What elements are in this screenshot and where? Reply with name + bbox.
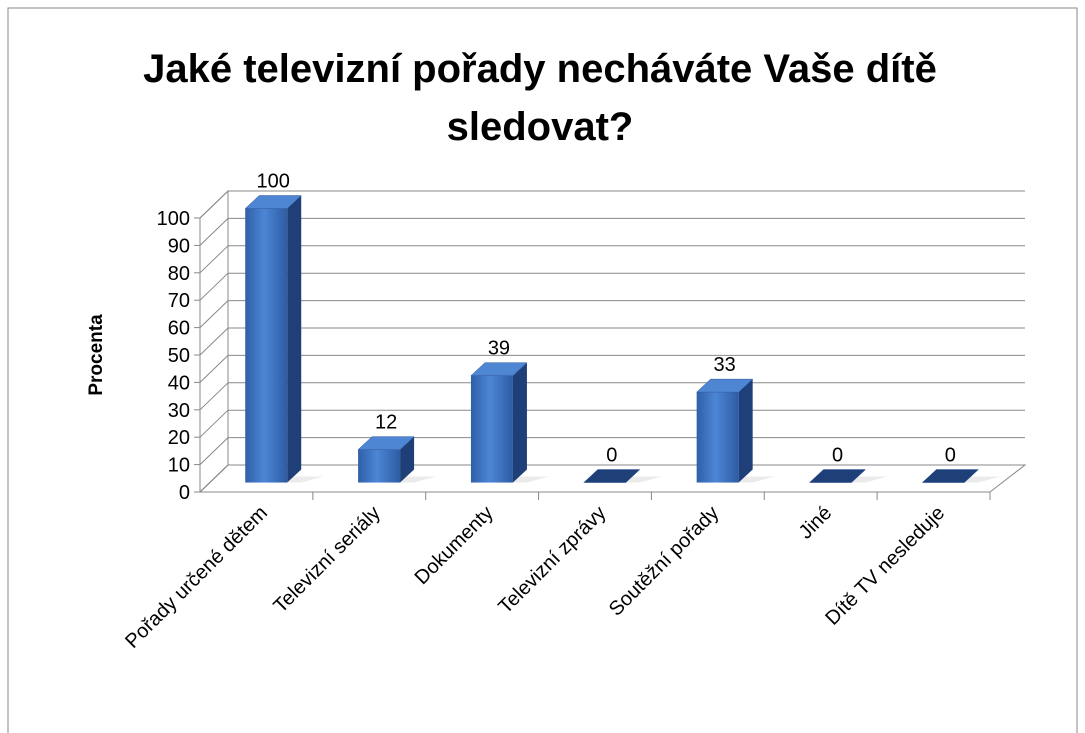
x-tick-label: Televizní seriály xyxy=(269,502,384,617)
chart-title: Jaké televizní pořady necháváte Vaše dít… xyxy=(143,47,937,149)
bar-side xyxy=(287,195,302,483)
data-label: 100 xyxy=(257,171,290,193)
data-label: 0 xyxy=(945,445,956,467)
y-tick-label: 80 xyxy=(168,263,190,285)
bar xyxy=(245,208,288,483)
data-label: 33 xyxy=(714,354,736,376)
bar-top xyxy=(357,436,415,450)
data-label: 39 xyxy=(488,338,510,360)
bar-side xyxy=(738,379,753,483)
y-tick-label: 40 xyxy=(168,372,190,394)
frame xyxy=(7,7,1078,733)
bar-top xyxy=(583,469,641,483)
bar-top xyxy=(696,378,754,393)
y-tick-label: 30 xyxy=(168,400,190,422)
bar-side xyxy=(400,436,415,483)
x-tick-label: Televizní zprávy xyxy=(494,502,610,618)
grid-line xyxy=(199,245,229,274)
grid-line xyxy=(199,327,229,356)
bar-top xyxy=(808,469,867,483)
bar-top xyxy=(470,362,528,376)
y-tick-label: 60 xyxy=(168,318,190,340)
x-tick-label: Dokumenty xyxy=(411,502,498,589)
y-tick-label: 100 xyxy=(157,208,190,230)
bar xyxy=(696,392,739,483)
grid-line xyxy=(199,355,229,383)
data-label: 12 xyxy=(375,412,397,434)
y-tick-label: 0 xyxy=(179,482,190,504)
grid-line xyxy=(199,437,229,465)
grid-line xyxy=(199,272,229,301)
data-label: 0 xyxy=(606,445,617,467)
grid-line xyxy=(199,218,229,246)
bar xyxy=(470,375,513,483)
bar-top xyxy=(921,469,980,483)
grid-line xyxy=(199,190,229,219)
bar-side xyxy=(512,362,527,483)
bar xyxy=(358,449,401,483)
x-tick-label: Pořady určené dětem xyxy=(121,502,272,653)
y-tick-label: 70 xyxy=(168,290,190,312)
grid-line xyxy=(199,382,229,411)
x-tick-label: Soutěžní pořady xyxy=(605,502,724,621)
data-label: 0 xyxy=(832,445,843,467)
grid-line xyxy=(199,464,229,493)
grid-line xyxy=(199,409,229,438)
y-tick-label: 50 xyxy=(168,345,190,367)
y-tick-label: 90 xyxy=(168,235,190,257)
y-axis-label: Procenta xyxy=(86,314,107,396)
grid-line xyxy=(199,300,229,328)
bar-top xyxy=(244,195,302,209)
y-tick-label: 10 xyxy=(168,455,190,477)
y-tick-label: 20 xyxy=(168,427,190,449)
x-tick-label: Dítě TV nesleduje xyxy=(821,502,949,630)
x-tick-label: Jiné xyxy=(795,502,837,544)
